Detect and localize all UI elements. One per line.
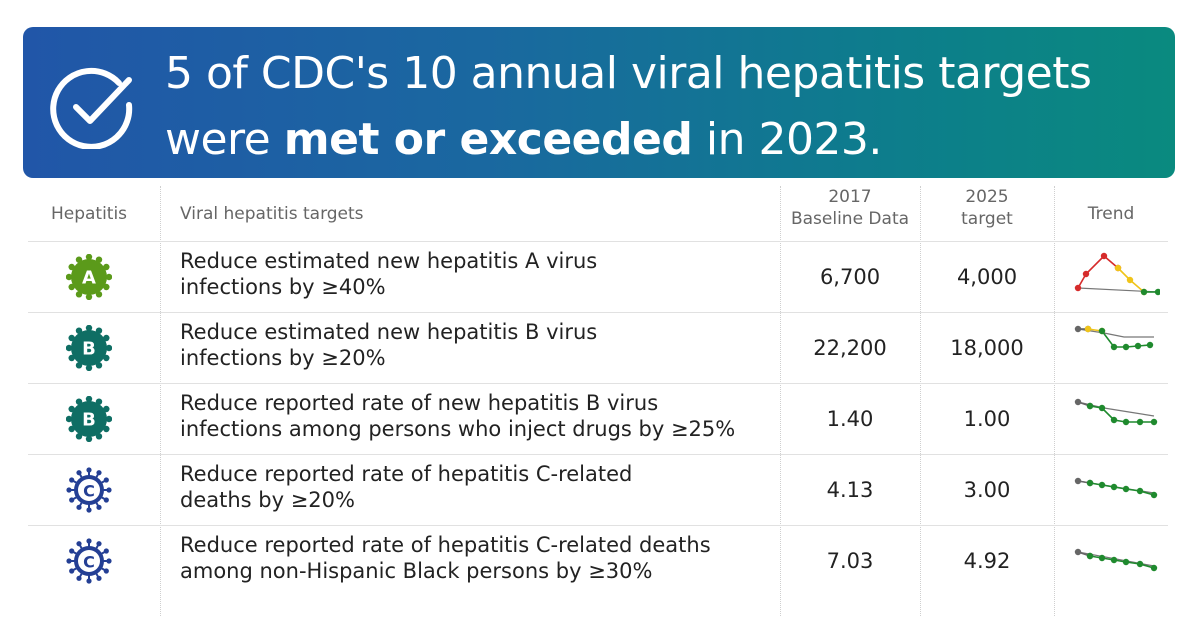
header-target: 2025 target bbox=[961, 187, 1013, 229]
target-value: 18,000 bbox=[950, 336, 1024, 360]
trend-point bbox=[1110, 556, 1118, 564]
table-row: B Reduce estimated new hepatitis B virus i… bbox=[28, 313, 1168, 383]
trend-point bbox=[1136, 418, 1144, 426]
trend-point bbox=[1122, 485, 1130, 493]
trend-point bbox=[1084, 325, 1092, 333]
badge-letter: C bbox=[83, 553, 95, 572]
badge-letter: A bbox=[82, 268, 96, 289]
target-description: Reduce reported rate of hepatitis C-rela… bbox=[180, 462, 633, 512]
trend-point bbox=[1146, 341, 1154, 349]
trend-point bbox=[1074, 284, 1082, 292]
trend-point bbox=[1086, 552, 1094, 560]
trend-point bbox=[1114, 264, 1122, 272]
trend-point bbox=[1154, 288, 1160, 296]
trend-sparkline bbox=[1074, 325, 1154, 351]
header-baseline: 2017 Baseline Data bbox=[790, 187, 910, 229]
trend-point bbox=[1082, 270, 1090, 278]
headline-emphasis: met or exceeded bbox=[283, 114, 693, 165]
trend-point bbox=[1136, 487, 1144, 495]
trend-point bbox=[1150, 418, 1158, 426]
trend-point bbox=[1098, 404, 1106, 412]
target-description: Reduce reported rate of new hepatitis B … bbox=[180, 391, 736, 441]
table-row: C Reduce reported rate of hepatitis C-rel… bbox=[28, 455, 1168, 525]
trend-sparkline bbox=[1074, 252, 1160, 296]
trend-point bbox=[1136, 560, 1144, 568]
headline-banner: 5 of CDC's 10 annual viral hepatitis tar… bbox=[23, 27, 1175, 178]
trend-point bbox=[1122, 558, 1130, 566]
badge-letter: C bbox=[83, 482, 95, 501]
target-value: 4.92 bbox=[963, 549, 1011, 573]
trend-point bbox=[1074, 477, 1082, 485]
baseline-value: 4.13 bbox=[826, 478, 874, 502]
baseline-value: 22,200 bbox=[813, 336, 887, 360]
trend-point bbox=[1140, 288, 1148, 296]
headline-line2: were met or exceeded in 2023. bbox=[165, 114, 882, 165]
hepatitis-b-virus-icon: B bbox=[66, 325, 112, 371]
trend-point bbox=[1110, 416, 1118, 424]
trend-point bbox=[1122, 343, 1130, 351]
trend-point bbox=[1134, 342, 1142, 350]
trend-point bbox=[1150, 564, 1158, 572]
trend-point bbox=[1150, 491, 1158, 499]
check-circle-icon bbox=[50, 67, 133, 149]
header-hepatitis: Hepatitis bbox=[50, 204, 128, 224]
trend-point bbox=[1074, 548, 1082, 556]
trend-point bbox=[1098, 327, 1106, 335]
hepatitis-c-virus-icon: C bbox=[66, 467, 112, 513]
trend-segment bbox=[1077, 254, 1119, 289]
trend-point bbox=[1098, 481, 1106, 489]
headline-line1: 5 of CDC's 10 annual viral hepatitis tar… bbox=[165, 48, 1092, 99]
hepatitis-a-virus-icon: A bbox=[66, 254, 112, 300]
target-description: Reduce reported rate of hepatitis C-rela… bbox=[180, 533, 711, 583]
target-value: 3.00 bbox=[963, 478, 1011, 502]
badge-letter: B bbox=[82, 410, 96, 431]
target-description: Reduce estimated new hepatitis A virus in… bbox=[180, 249, 598, 299]
target-value: 4,000 bbox=[956, 265, 1018, 289]
target-description: Reduce estimated new hepatitis B virus in… bbox=[180, 320, 598, 370]
table-row: B Reduce reported rate of new hepatitis B… bbox=[28, 384, 1168, 454]
badge-letter: B bbox=[82, 339, 96, 360]
trend-target-line bbox=[1077, 328, 1154, 338]
trend-point bbox=[1074, 398, 1082, 406]
trend-point bbox=[1110, 483, 1118, 491]
baseline-value: 7.03 bbox=[826, 549, 874, 573]
baseline-value: 6,700 bbox=[819, 265, 881, 289]
table-row: C Reduce reported rate of hepatitis C-rel… bbox=[28, 526, 1168, 596]
baseline-value: 1.40 bbox=[826, 407, 874, 431]
trend-point bbox=[1100, 252, 1108, 260]
trend-sparkline bbox=[1074, 398, 1158, 426]
target-value: 1.00 bbox=[963, 407, 1011, 431]
hepatitis-c-virus-icon: C bbox=[66, 538, 112, 584]
trend-sparkline bbox=[1074, 548, 1158, 572]
trend-point bbox=[1110, 343, 1118, 351]
trend-sparkline bbox=[1074, 477, 1158, 499]
trend-point bbox=[1122, 418, 1130, 426]
table-row: A Reduce estimated new hepatitis A virus i… bbox=[28, 242, 1168, 312]
header-targets: Viral hepatitis targets bbox=[180, 204, 364, 224]
header-trend: Trend bbox=[1087, 204, 1135, 224]
targets-table: Hepatitis Viral hepatitis targets 2017 Ba… bbox=[28, 186, 1168, 616]
trend-point bbox=[1086, 479, 1094, 487]
trend-point bbox=[1086, 402, 1094, 410]
trend-point bbox=[1126, 276, 1134, 284]
trend-point bbox=[1074, 325, 1082, 333]
trend-point bbox=[1098, 554, 1106, 562]
hepatitis-b-virus-icon: B bbox=[66, 396, 112, 442]
